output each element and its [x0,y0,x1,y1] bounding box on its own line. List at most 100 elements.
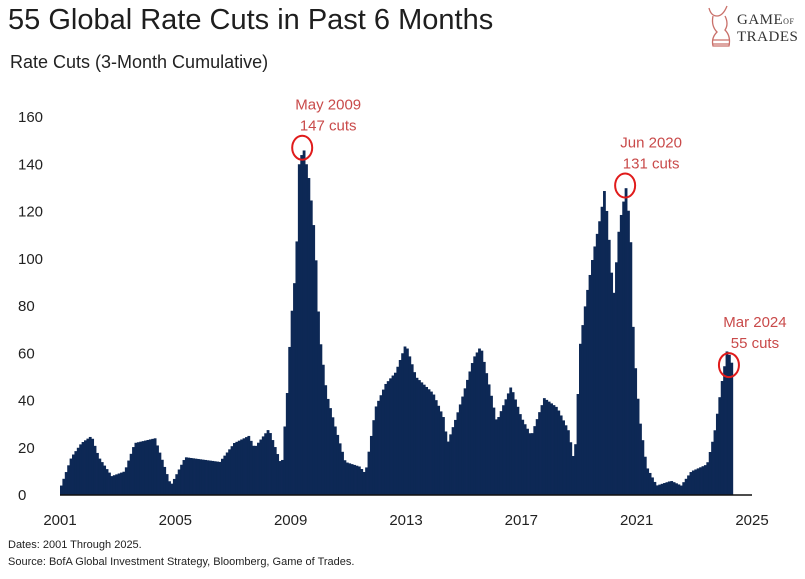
bar [384,383,388,495]
bar [81,442,85,495]
bar [615,262,618,495]
bar [331,417,335,495]
bar [257,442,260,495]
bar [281,459,284,495]
bar [622,201,626,495]
bar [374,406,378,495]
bar [665,482,669,495]
x-tick-label: 2017 [505,512,538,529]
bar [117,473,121,495]
bar [288,346,292,495]
x-tick-label: 2013 [389,512,422,529]
bar [220,458,224,495]
bar [434,400,438,495]
bar [100,462,104,495]
bar [172,478,176,495]
bar [74,451,78,495]
bar [583,306,587,495]
bar [636,398,640,495]
bar [312,225,316,495]
peak-circle [614,172,637,199]
bar [115,474,119,495]
bar [509,387,513,495]
bar [554,406,558,495]
bar [91,438,95,495]
bar [108,472,111,495]
bar [88,436,92,495]
bar [547,401,551,495]
x-tick-label: 2009 [274,512,307,529]
bar [293,283,296,495]
bar [694,469,698,495]
bar [317,311,320,495]
bar [552,405,556,495]
bar [727,354,731,495]
bar [285,393,289,495]
bar [389,378,392,495]
bar [557,410,561,495]
bar [127,460,131,495]
bar [413,372,417,495]
peak-circle [291,134,314,161]
bar [562,420,565,495]
bar [261,436,265,495]
bar [208,460,212,495]
bar [612,292,616,495]
bar [194,458,198,495]
bar [343,460,347,495]
bar [269,433,272,495]
annotation-sublabel: 131 cuts [623,156,680,173]
bar [675,483,678,495]
y-tick-label: 160 [18,109,43,126]
bar [237,440,241,495]
bar [653,481,657,495]
bar [610,272,614,495]
bar [139,441,143,495]
bar [581,325,585,495]
bar [603,191,606,495]
bar [406,348,409,495]
footnote-source: Source: BofA Global Investment Strategy,… [8,556,355,568]
bar [158,452,162,495]
bar [141,441,145,495]
bar [502,405,505,495]
bar [259,439,263,495]
bar [456,412,460,495]
bar [62,478,66,495]
bar [321,364,325,495]
bar [271,440,275,495]
bar [696,468,700,495]
bar [641,440,645,495]
bar [175,474,179,495]
bar [492,407,496,495]
game-of-trades-logo: GAMEOF TRADES [703,2,803,54]
bar [446,441,450,495]
bar [485,373,489,495]
bar [134,442,138,495]
bar [187,457,191,495]
bar [699,467,702,495]
bar [283,426,287,495]
bar [542,398,546,495]
bar [192,458,195,495]
bar [634,368,638,495]
y-tick-label: 0 [18,487,26,504]
bar [98,458,102,495]
bar [391,375,395,495]
bar [72,454,75,495]
bar [566,430,570,495]
bar [624,188,628,495]
bar [598,221,602,495]
bar [319,344,323,495]
bar [521,419,525,495]
bar [619,214,623,495]
bar [725,351,729,495]
bar [523,424,527,495]
bar [499,411,503,495]
bar [713,430,717,495]
bar [494,419,498,495]
bar [569,442,573,495]
chart-subtitle: Rate Cuts (3-Month Cumulative) [10,52,269,72]
bar [86,438,90,495]
